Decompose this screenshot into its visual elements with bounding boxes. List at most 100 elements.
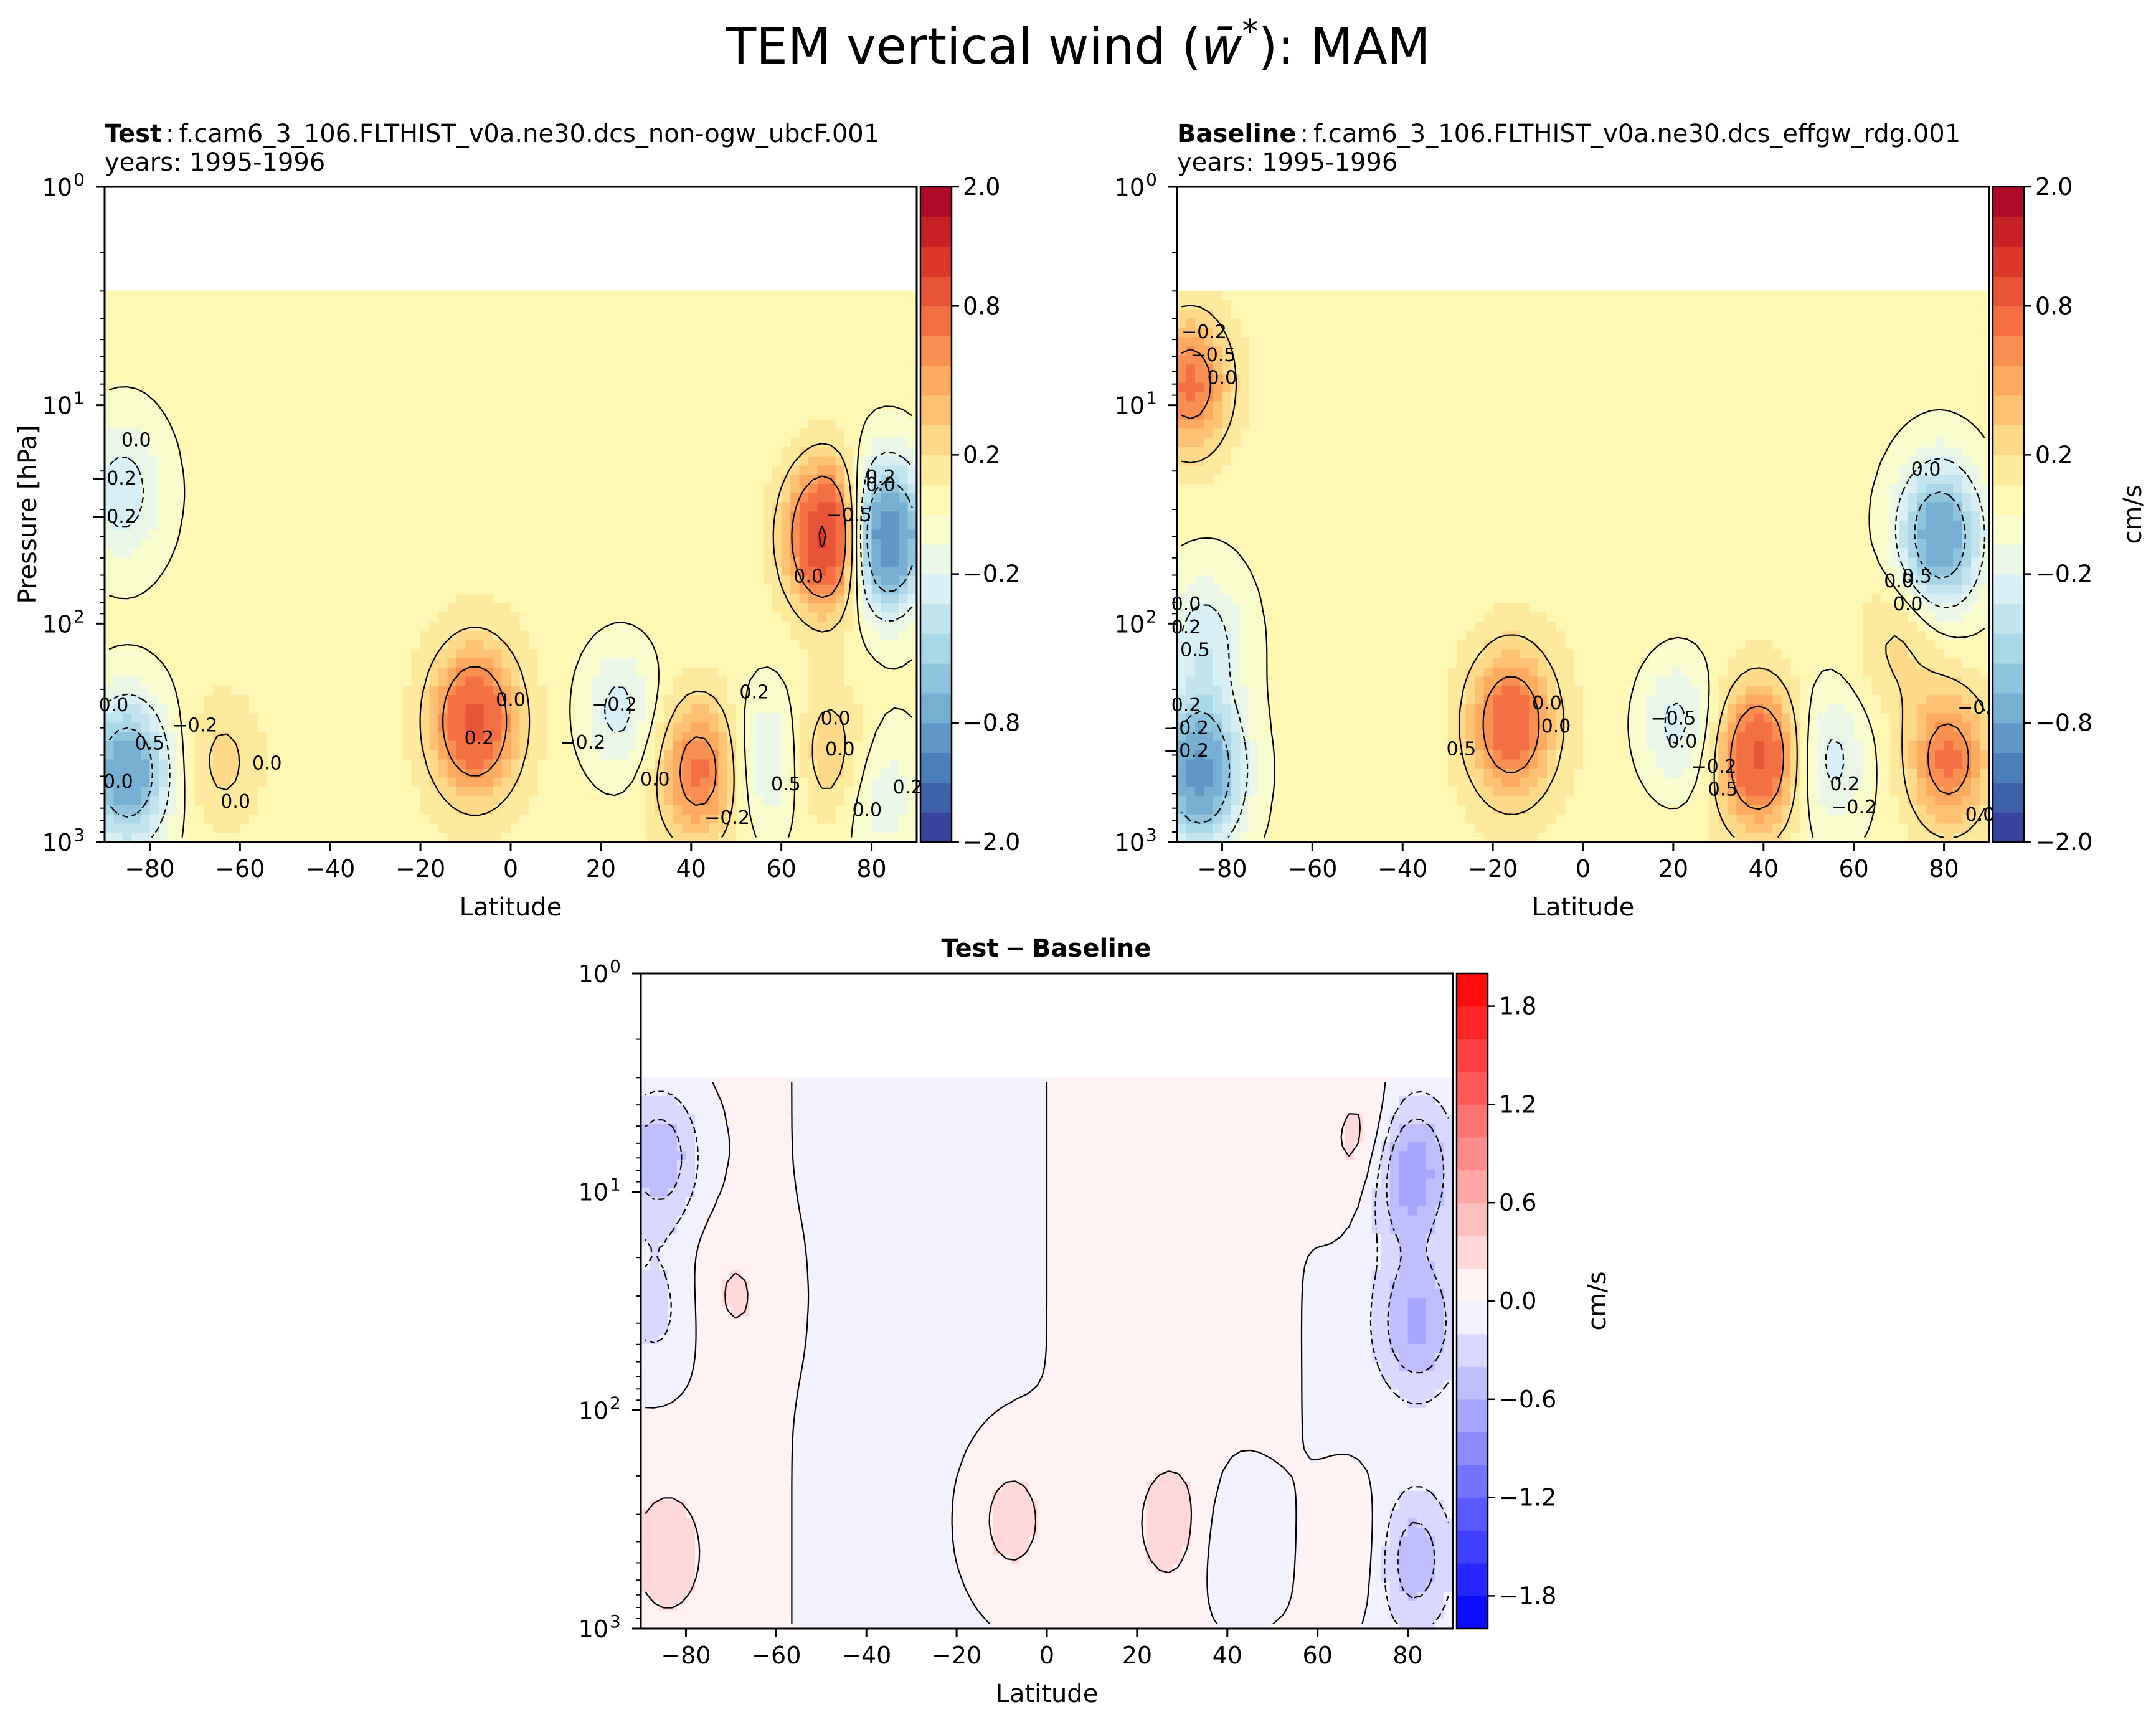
field-cell	[528, 374, 539, 384]
field-cell	[889, 428, 899, 438]
field-cell	[808, 465, 818, 475]
field-cell	[149, 382, 159, 393]
field-cell	[375, 676, 385, 686]
field-cell	[456, 447, 466, 457]
field-cell	[276, 612, 286, 622]
field-cell	[519, 529, 529, 540]
field-cell	[366, 382, 376, 393]
field-cell	[817, 769, 827, 778]
field-cell	[212, 750, 222, 760]
field-cell	[429, 612, 439, 622]
field-cell	[176, 566, 186, 576]
field-cell	[258, 630, 268, 641]
field-cell	[745, 622, 755, 632]
field-cell	[853, 695, 863, 705]
field-cell	[826, 667, 836, 678]
field-cell	[475, 676, 485, 686]
field-cell	[465, 732, 475, 742]
field-cell	[475, 722, 485, 732]
field-cell	[736, 622, 746, 632]
field-cell	[168, 722, 177, 732]
field-cell	[501, 493, 511, 503]
field-cell	[655, 658, 664, 668]
field-cell	[348, 612, 358, 622]
field-cell	[447, 401, 457, 411]
field-cell	[754, 291, 764, 301]
field-cell	[628, 300, 638, 310]
field-cell	[294, 529, 304, 540]
field-cell	[348, 438, 358, 448]
field-cell	[149, 732, 159, 742]
field-cell	[411, 603, 421, 613]
field-cell	[682, 539, 692, 549]
field-cell	[122, 520, 133, 531]
field-cell	[384, 337, 394, 347]
field-cell	[330, 704, 340, 714]
field-cell	[438, 612, 448, 622]
field-cell	[881, 759, 891, 769]
field-cell	[618, 447, 628, 457]
field-cell	[564, 392, 575, 402]
field-cell	[871, 309, 881, 319]
field-cell	[655, 502, 664, 512]
field-cell	[285, 796, 295, 806]
field-cell	[745, 777, 755, 788]
field-cell	[465, 713, 475, 723]
field-cell	[303, 328, 313, 338]
field-cell	[582, 594, 592, 604]
field-cell	[582, 401, 592, 411]
field-cell	[465, 475, 475, 485]
field-cell	[186, 511, 196, 521]
field-cell	[330, 382, 340, 393]
field-cell	[393, 364, 403, 374]
field-cell	[456, 575, 466, 585]
field-cell	[610, 759, 620, 769]
field-cell	[312, 759, 322, 769]
field-cell	[881, 419, 891, 430]
field-cell	[429, 511, 439, 521]
field-cell	[248, 520, 258, 531]
field-cell	[799, 456, 809, 466]
field-cell	[907, 529, 917, 540]
field-cell	[646, 704, 656, 714]
field-cell	[140, 355, 151, 365]
field-cell	[493, 658, 503, 668]
field-cell	[330, 750, 340, 760]
field-cell	[357, 410, 367, 420]
field-cell	[871, 382, 881, 393]
field-cell	[267, 713, 277, 723]
field-cell	[339, 374, 349, 384]
field-cell	[519, 548, 529, 558]
field-cell	[754, 557, 764, 567]
field-cell	[582, 337, 592, 347]
field-cell	[808, 557, 818, 567]
field-cell	[718, 502, 728, 512]
field-cell	[691, 640, 701, 650]
field-cell	[321, 419, 331, 430]
field-cell	[907, 695, 917, 705]
field-cell	[258, 640, 268, 650]
field-cell	[105, 438, 115, 448]
field-cell	[330, 740, 340, 751]
field-cell	[339, 622, 349, 632]
field-cell	[258, 410, 268, 420]
field-cell	[105, 539, 115, 549]
field-cell	[149, 676, 159, 686]
field-cell	[230, 346, 240, 356]
field-cell	[511, 511, 521, 521]
field-cell	[276, 676, 286, 686]
field-cell	[384, 475, 394, 485]
field-cell	[339, 585, 349, 595]
field-cell	[574, 740, 584, 751]
field-cell	[610, 493, 620, 503]
field-cell	[592, 575, 602, 585]
field-cell	[149, 539, 159, 549]
field-cell	[230, 419, 240, 430]
field-cell	[763, 410, 773, 420]
field-cell	[131, 750, 141, 760]
field-cell	[537, 732, 547, 742]
field-cell	[429, 796, 439, 806]
field-cell	[501, 465, 511, 475]
field-cell	[267, 392, 277, 402]
field-cell	[366, 713, 376, 723]
